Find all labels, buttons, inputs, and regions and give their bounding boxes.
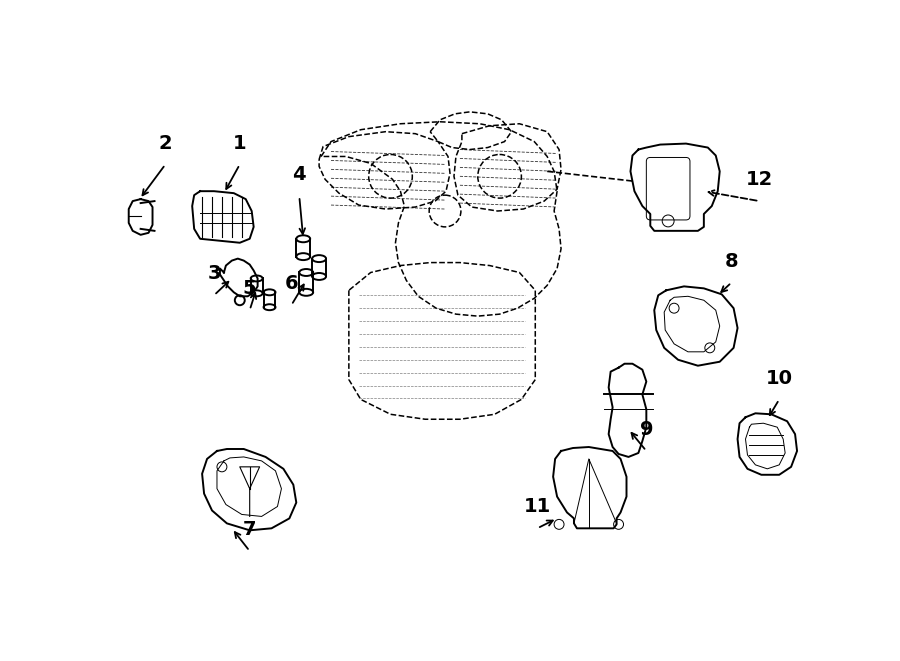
Text: 12: 12 — [746, 170, 773, 189]
Text: 5: 5 — [243, 280, 256, 298]
Text: 6: 6 — [284, 274, 298, 293]
Text: 8: 8 — [724, 251, 738, 270]
Text: 1: 1 — [233, 134, 247, 153]
Text: 9: 9 — [640, 420, 653, 439]
Text: 11: 11 — [524, 498, 551, 516]
Text: 3: 3 — [207, 264, 220, 284]
Text: 2: 2 — [158, 134, 172, 153]
Text: 4: 4 — [292, 165, 306, 184]
Text: 10: 10 — [766, 369, 793, 387]
Text: 7: 7 — [243, 520, 256, 539]
